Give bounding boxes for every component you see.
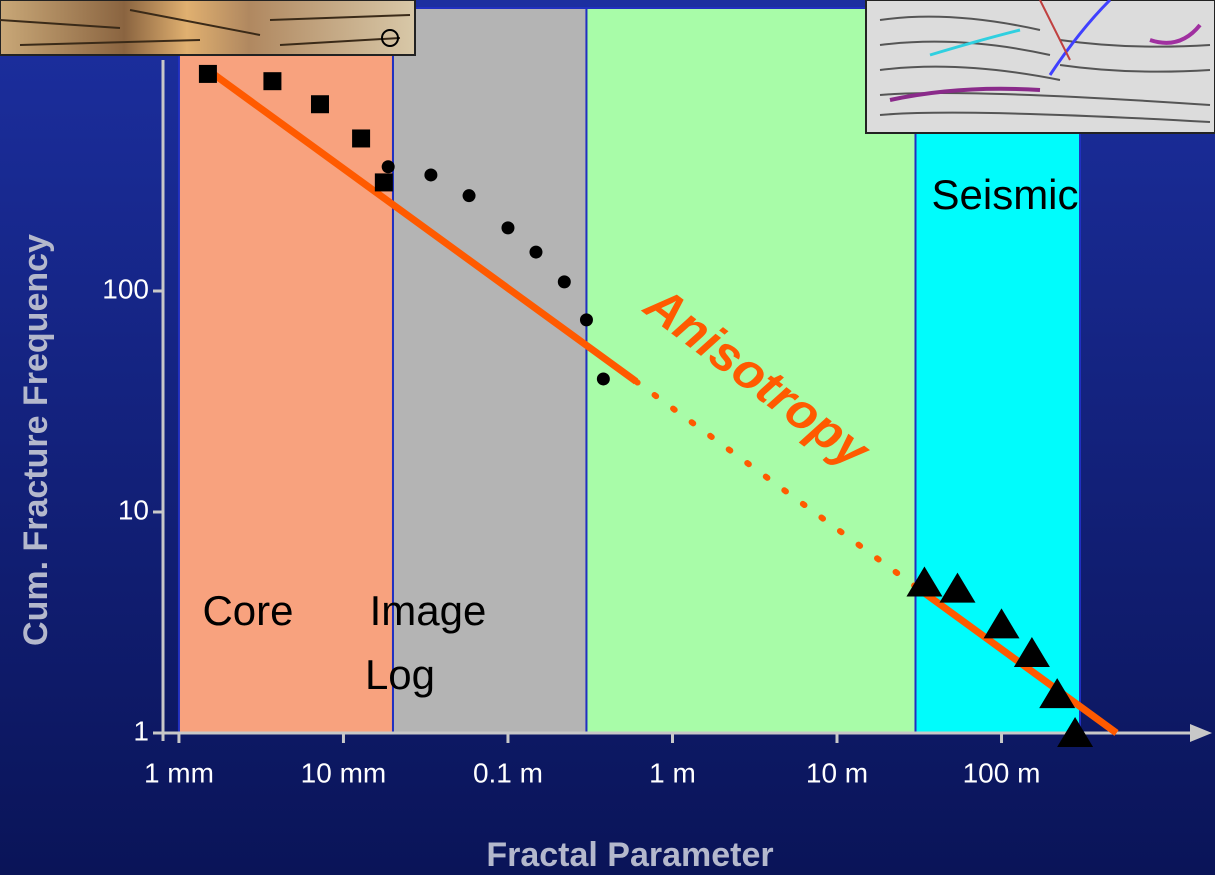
circle-point [381, 160, 395, 174]
circle-point [529, 245, 543, 259]
triangle-point [1013, 637, 1050, 668]
triangle-point [1039, 678, 1076, 709]
x-tick-label: 1 m [649, 757, 696, 788]
square-point [374, 173, 393, 192]
circle-point [579, 313, 593, 327]
circle-point [462, 189, 476, 203]
core-thumbnail [0, 0, 416, 56]
x-tick-label: 0.1 m [473, 757, 543, 788]
x-tick-label: 10 m [806, 757, 868, 788]
y-tick-label: 100 [102, 273, 149, 304]
circle-point [557, 275, 571, 289]
region-band [585, 7, 917, 734]
seismic-thumbnail [865, 0, 1215, 134]
x-tick-label: 1 mm [144, 757, 214, 788]
x-axis-label: Fractal Parameter [486, 836, 773, 874]
y-tick-label: 10 [118, 494, 149, 525]
x-tick-label: 100 m [963, 757, 1041, 788]
x-tick-label: 10 mm [301, 757, 387, 788]
x-axis-arrow [1190, 724, 1212, 742]
circle-point [501, 221, 515, 235]
region-label: Core [202, 587, 293, 634]
fit-line [913, 583, 1119, 736]
region-label: Log [365, 651, 435, 698]
square-point [352, 129, 371, 148]
circle-point [424, 168, 438, 182]
square-point [198, 64, 217, 83]
region-label: Seismic [931, 171, 1078, 218]
circle-point [596, 372, 610, 386]
square-point [263, 72, 282, 91]
square-point [310, 95, 329, 114]
triangle-point [939, 572, 976, 603]
triangle-point [983, 608, 1020, 639]
region-label: Image [370, 587, 487, 634]
y-tick-label: 1 [133, 715, 149, 746]
triangle-point [906, 566, 943, 597]
triangle-point [1057, 717, 1094, 747]
y-axis-label: Cum. Fracture Frequency [17, 234, 55, 646]
fit-line [205, 67, 639, 385]
